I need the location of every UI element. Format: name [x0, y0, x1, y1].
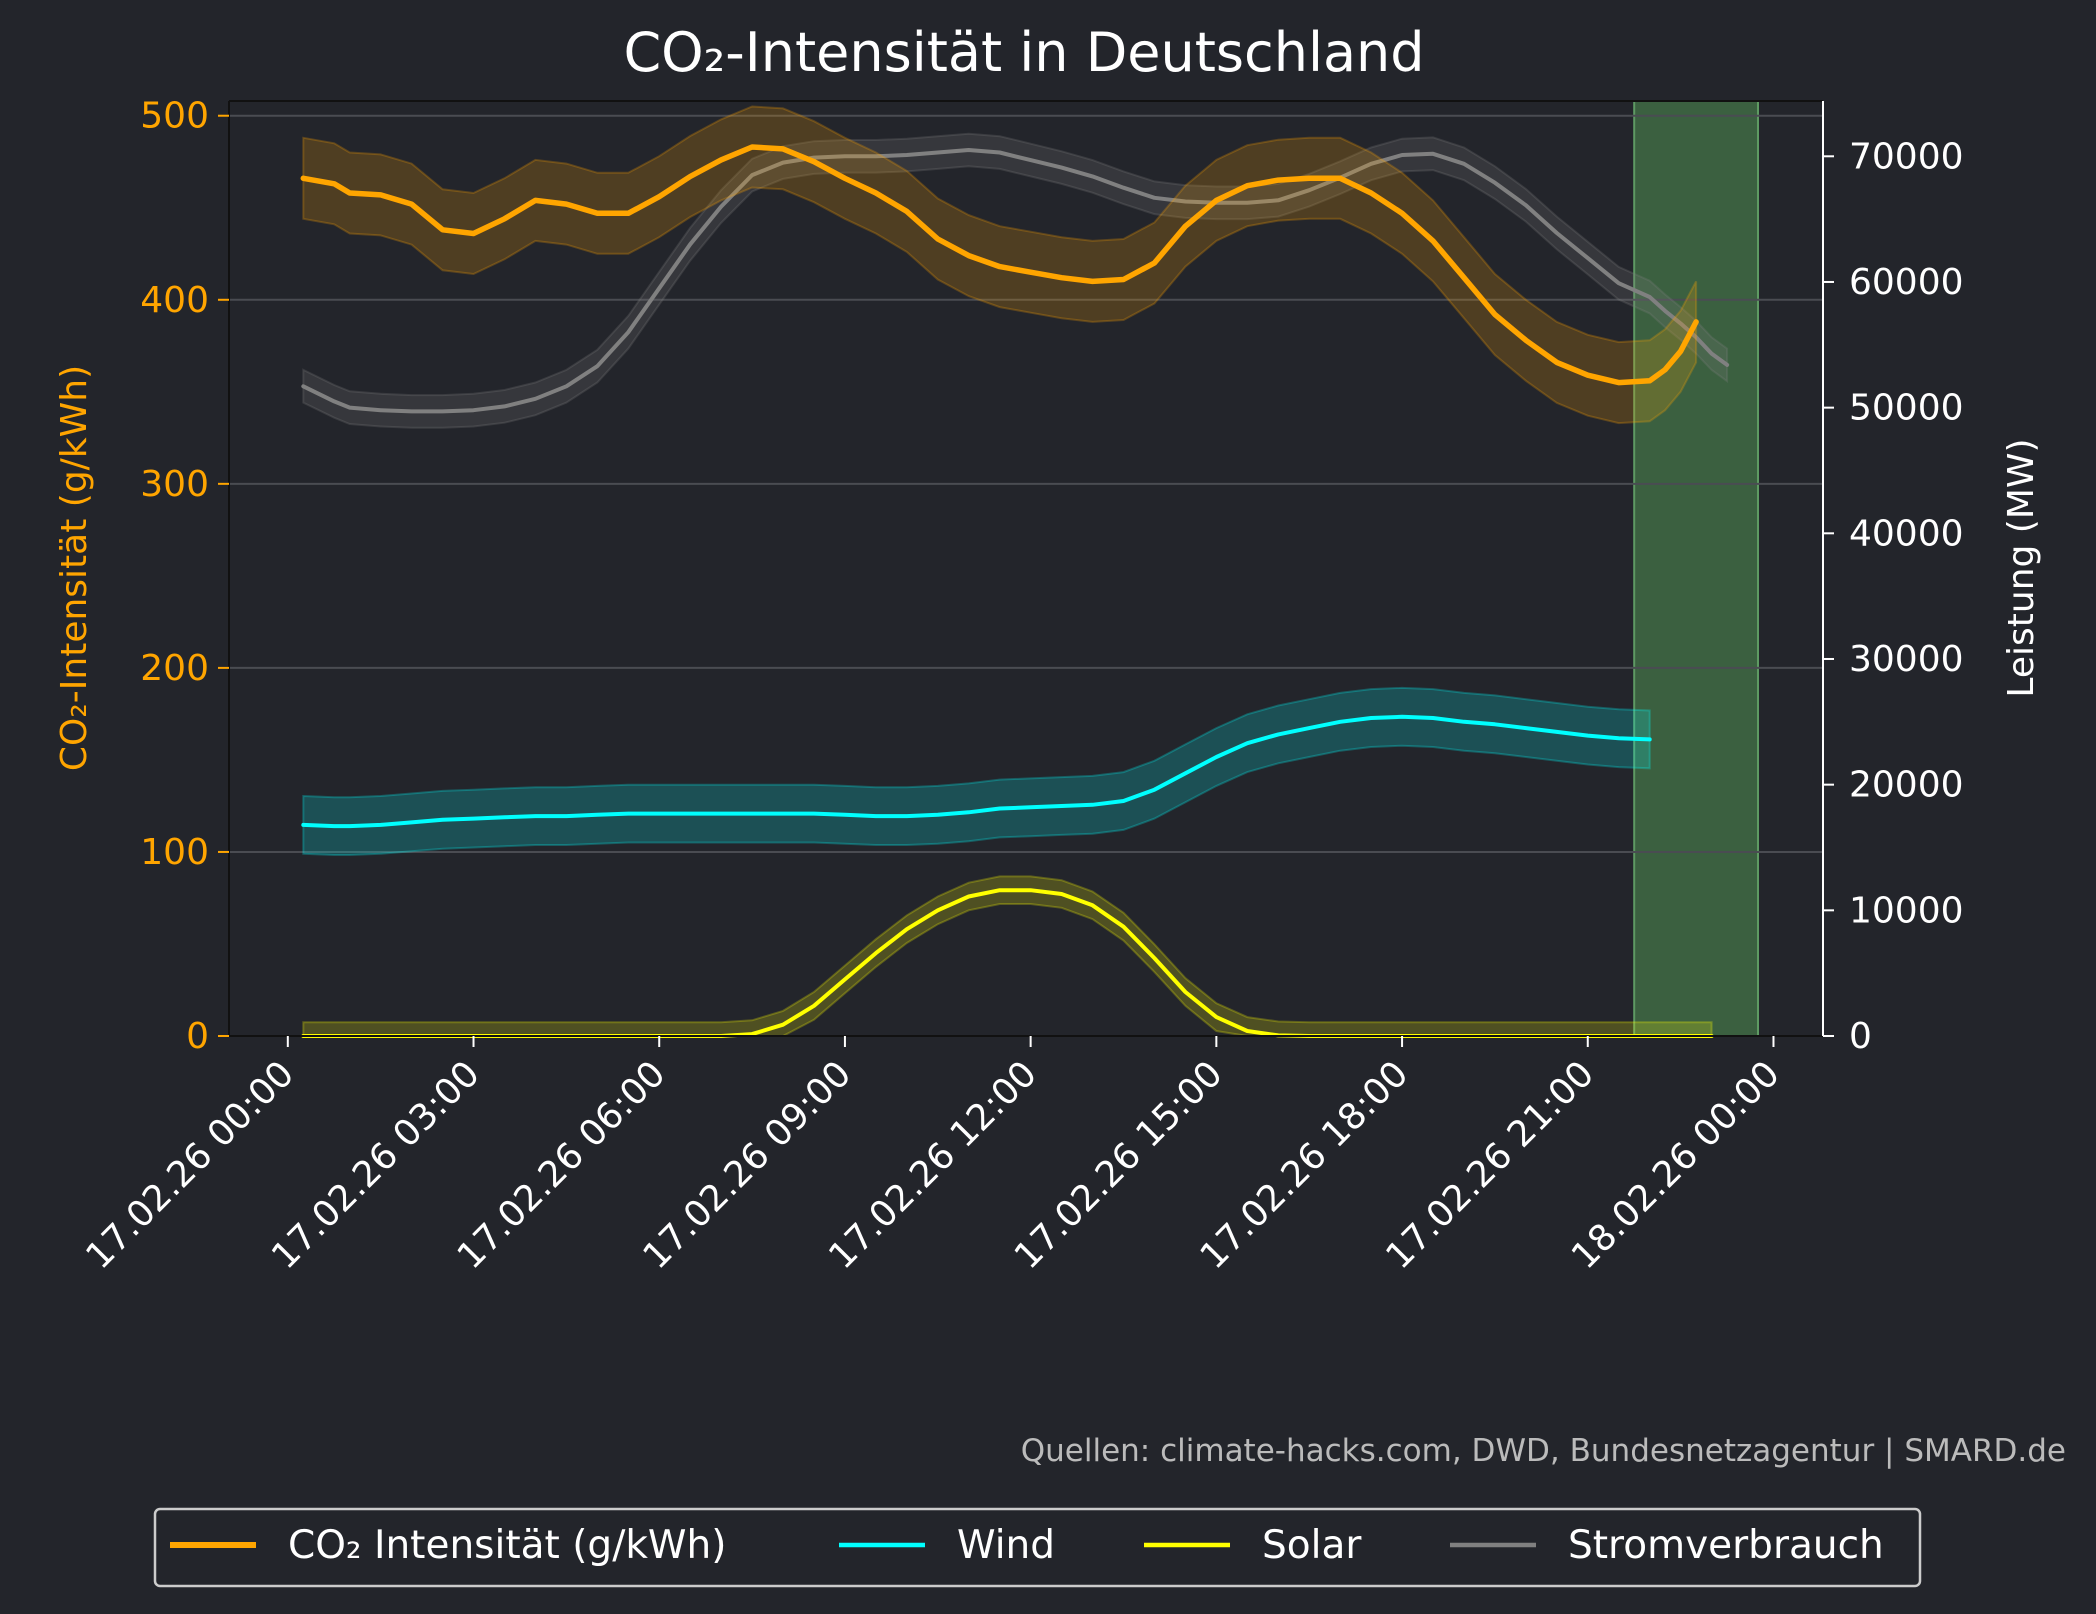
left-axis-label: CO₂-Intensität (g/kWh) — [54, 365, 95, 771]
right-tick-label-6: 60000 — [1849, 262, 1964, 303]
left-tick-label-5: 500 — [140, 96, 209, 137]
right-tick-label-3: 30000 — [1849, 639, 1964, 680]
right-axis-label: Leistung (MW) — [2001, 438, 2042, 697]
left-tick-label-4: 400 — [140, 280, 209, 321]
left-tick-label-2: 200 — [140, 648, 209, 689]
right-tick-label-4: 40000 — [1849, 513, 1964, 554]
series-line-wind — [301, 714, 1652, 829]
gridlines — [229, 114, 1823, 853]
left-axis-ticks: 0 100 200 300 400 500 — [140, 96, 229, 1057]
highlight-layer — [1633, 101, 1760, 1036]
right-tick-label-5: 50000 — [1849, 388, 1964, 429]
axes-frame — [228, 100, 1824, 1037]
legend-label-solar: Solar — [1262, 1523, 1362, 1568]
series-layer — [300, 105, 1730, 1038]
legend-items: CO₂ Intensität (g/kWh) Wind Solar Stromverb… — [170, 1523, 1884, 1568]
right-tick-label-7: 70000 — [1849, 136, 1964, 177]
legend-label-stromverbrauch: Stromverbrauch — [1568, 1523, 1884, 1568]
left-tick-label-0: 0 — [186, 1016, 209, 1057]
legend-label-wind: Wind — [957, 1523, 1055, 1568]
series-line-stromverbrauch — [301, 148, 1730, 414]
right-tick-label-0: 0 — [1849, 1016, 1872, 1057]
source-note: Quellen: climate-hacks.com, DWD, Bundesn… — [1021, 1433, 2066, 1469]
right-tick-label-2: 20000 — [1849, 765, 1964, 806]
series-band-stromverbrauch — [302, 132, 1729, 429]
legend-label-co-intensit-t-g-kwh: CO₂ Intensität (g/kWh) — [288, 1523, 726, 1568]
right-axis-ticks: 0 10000 20000 30000 40000 50000 60000 70000 — [1823, 136, 1964, 1057]
left-tick-label-3: 300 — [140, 464, 209, 505]
legend: CO₂ Intensität (g/kWh) Wind Solar Stromverb… — [153, 1507, 1922, 1588]
highlight-window — [1634, 101, 1759, 1036]
series-line-co-intensit-t-g-kwh — [300, 144, 1699, 386]
chart-title: CO₂-Intensität in Deutschland — [623, 21, 1424, 84]
left-tick-label-1: 100 — [140, 832, 209, 873]
right-tick-label-1: 10000 — [1849, 890, 1964, 931]
legend-box — [153, 1507, 1922, 1588]
